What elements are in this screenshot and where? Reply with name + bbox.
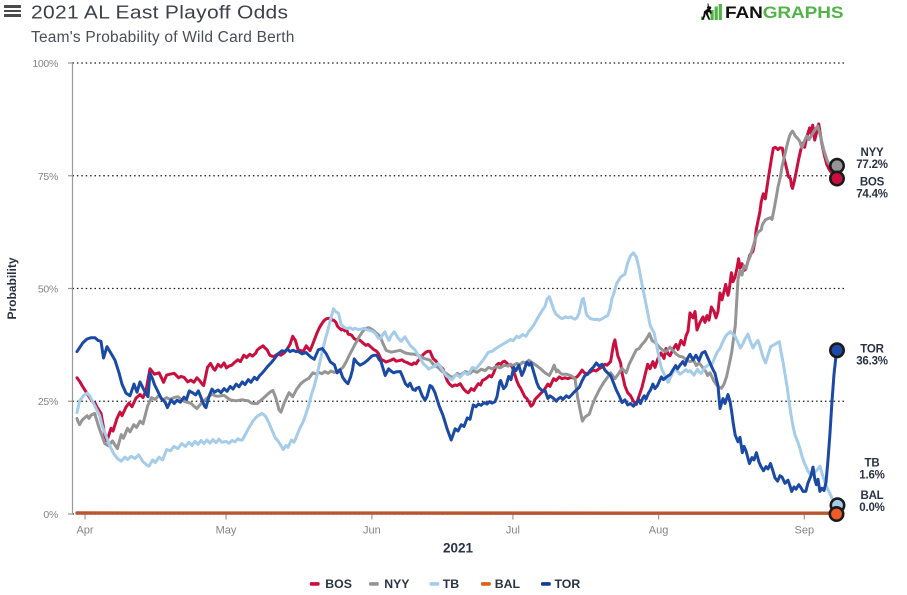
svg-text:0%: 0% (43, 509, 58, 521)
svg-text:36.3%: 36.3% (856, 355, 888, 367)
svg-text:74.4%: 74.4% (856, 188, 888, 200)
svg-text:0.0%: 0.0% (859, 502, 884, 514)
svg-text:1.6%: 1.6% (859, 469, 884, 481)
svg-text:Probability: Probability (5, 257, 19, 319)
svg-text:77.2%: 77.2% (856, 159, 888, 171)
svg-text:Apr: Apr (76, 525, 93, 537)
svg-text:NYY: NYY (860, 147, 884, 159)
svg-text:Jul: Jul (506, 525, 520, 537)
svg-text:Aug: Aug (649, 525, 669, 537)
svg-text:Sep: Sep (795, 525, 815, 537)
svg-text:50%: 50% (38, 284, 58, 296)
svg-text:100%: 100% (32, 58, 58, 70)
svg-text:BAL: BAL (860, 490, 883, 502)
svg-text:Jun: Jun (363, 525, 381, 537)
svg-text:May: May (216, 525, 237, 537)
svg-text:TB: TB (865, 458, 880, 470)
svg-text:TOR: TOR (860, 344, 884, 356)
svg-text:TB: TB (443, 577, 460, 591)
svg-text:25%: 25% (38, 396, 58, 408)
svg-text:BAL: BAL (495, 577, 521, 591)
svg-text:75%: 75% (38, 171, 58, 183)
svg-text:BOS: BOS (860, 177, 885, 189)
svg-text:TOR: TOR (555, 577, 581, 591)
svg-text:BOS: BOS (325, 577, 352, 591)
svg-text:2021: 2021 (443, 541, 474, 556)
svg-text:NYY: NYY (384, 577, 409, 591)
